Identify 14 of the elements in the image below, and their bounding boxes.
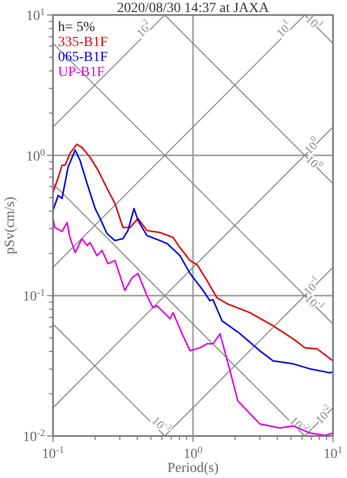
y-tick-label: 10$^{1}$ <box>26 6 46 24</box>
x-axis-title: Period(s) <box>167 461 219 476</box>
x-tick-label: 10$^{1}$ <box>324 444 343 462</box>
y-tick-label: 10$^{0}$ <box>26 146 46 164</box>
y-tick-label: 10$^{-2}$ <box>22 428 46 445</box>
text: UP-B1F <box>58 65 105 80</box>
x-tick-label: 10$^{-1}$ <box>42 444 64 462</box>
y-axis-title: pSv(cm/s) <box>3 196 18 254</box>
annotation: h= 5% <box>58 20 96 35</box>
chart-title: 2020/08/30 14:37 at JAXA <box>116 1 270 16</box>
text: 065-B1F <box>58 50 108 65</box>
text: 335-B1F <box>58 35 108 50</box>
x-tick-label: 10$^{0}$ <box>184 444 203 462</box>
y-tick-label: 10$^{-1}$ <box>22 287 46 305</box>
